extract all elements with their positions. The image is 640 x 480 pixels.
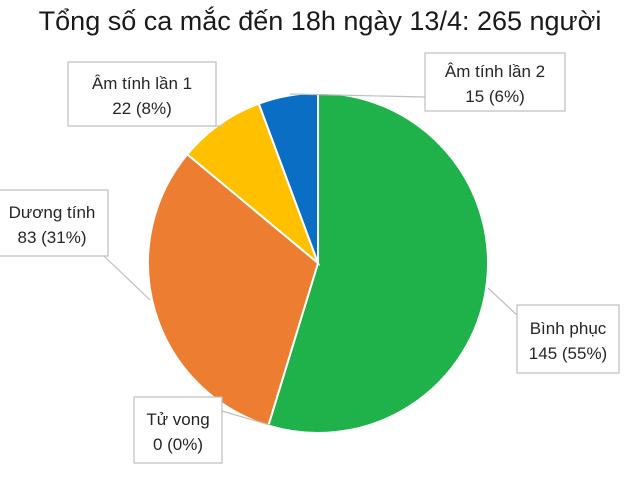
leader-line-binh-phuc bbox=[487, 287, 518, 316]
callout-tu-vong: Tử vong 0 (0%) bbox=[133, 396, 271, 464]
slice-value-am-tinh-lan-1: 22 (8%) bbox=[112, 99, 172, 118]
callout-am-tinh-lan-2: Âm tính lần 2 15 (6%) bbox=[289, 52, 566, 112]
slice-label-tu-vong: Tử vong bbox=[146, 410, 209, 429]
callout-box-am-tinh-lan-1 bbox=[67, 61, 217, 127]
callout-duong-tinh: Dương tính 83 (31%) bbox=[0, 189, 151, 301]
pie-slice-binh-phuc bbox=[267, 91, 489, 434]
pie-slice-am-tinh-lan-2 bbox=[257, 91, 319, 264]
callout-box-tu-vong bbox=[133, 396, 223, 464]
callout-box-duong-tinh bbox=[0, 189, 109, 257]
slice-label-duong-tinh: Dương tính bbox=[9, 203, 96, 222]
callout-box-binh-phuc bbox=[516, 304, 620, 374]
callout-box-am-tinh-lan-2 bbox=[424, 52, 566, 112]
pie-slice-duong-tinh bbox=[147, 152, 320, 427]
slice-value-duong-tinh: 83 (31%) bbox=[18, 228, 87, 247]
pie-slice-am-tinh-lan-1 bbox=[185, 102, 321, 267]
leader-line-duong-tinh bbox=[103, 255, 151, 301]
callout-am-tinh-lan-1: Âm tính lần 1 22 (8%) bbox=[67, 61, 224, 127]
slice-label-am-tinh-lan-1: Âm tính lần 1 bbox=[92, 74, 192, 93]
leader-line-tu-vong bbox=[221, 410, 271, 426]
slice-value-binh-phuc: 145 (55%) bbox=[529, 344, 607, 363]
slice-label-binh-phuc: Bình phục bbox=[530, 319, 607, 338]
leader-line-am-tinh-lan-2 bbox=[289, 93, 426, 98]
slice-value-tu-vong: 0 (0%) bbox=[153, 435, 203, 454]
chart-title: Tổng số ca mắc đến 18h ngày 13/4: 265 ng… bbox=[38, 6, 602, 36]
slice-value-am-tinh-lan-2: 15 (6%) bbox=[465, 87, 525, 106]
slice-label-am-tinh-lan-2: Âm tính lần 2 bbox=[445, 62, 545, 81]
callout-binh-phuc: Bình phục 145 (55%) bbox=[487, 287, 620, 374]
